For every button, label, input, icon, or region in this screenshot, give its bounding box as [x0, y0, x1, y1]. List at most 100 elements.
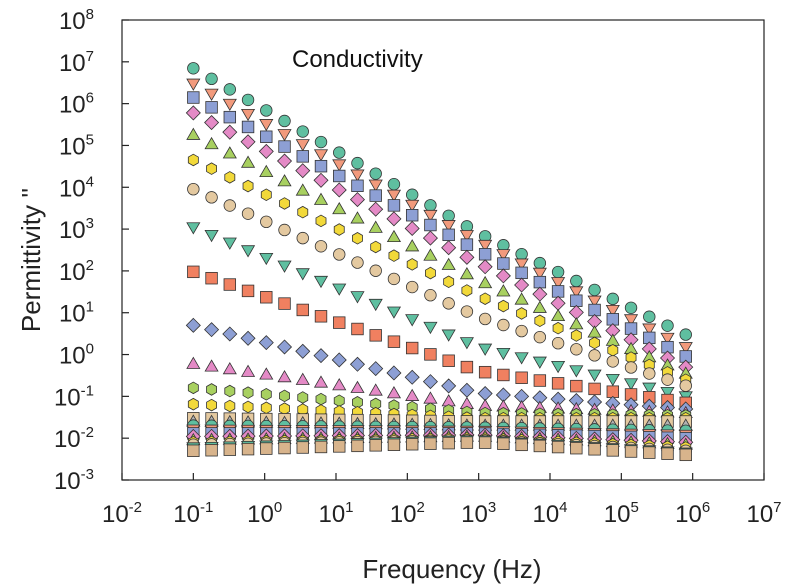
data-point-diamond [368, 201, 384, 217]
data-point-circle [606, 292, 620, 306]
data-point-circle [241, 93, 255, 107]
data-point-tri-up [277, 370, 292, 383]
data-point-circle [205, 191, 218, 204]
data-point-square [661, 447, 674, 460]
data-point-circle [661, 319, 674, 332]
x-tick-label: 104 [532, 499, 567, 528]
data-point-square [187, 444, 200, 457]
data-point-circle [296, 231, 309, 245]
data-point-tri-down [496, 348, 511, 361]
data-point-diamond [240, 330, 256, 346]
data-point-hexagon [370, 240, 382, 254]
data-point-diamond [349, 192, 365, 208]
data-point-tri-down [496, 249, 511, 262]
data-point-tri-up [295, 183, 310, 196]
data-point-diamond [404, 220, 420, 236]
data-point-tri-down [386, 306, 402, 319]
data-point-tri-up [478, 275, 493, 289]
data-point-hexagon [315, 392, 327, 406]
data-point-diamond [276, 153, 293, 169]
data-point-circle [351, 256, 364, 269]
data-point-circle [351, 156, 364, 170]
data-point-square [551, 377, 565, 390]
data-point-tri-up [222, 361, 237, 375]
data-point-square [205, 271, 218, 285]
data-point-diamond [258, 143, 274, 159]
data-point-square [551, 285, 565, 298]
data-point-diamond [422, 374, 438, 390]
data-point-hexagon [406, 258, 418, 271]
data-point-square [387, 335, 401, 348]
data-point-tri-up [186, 356, 201, 369]
data-point-hexagon [187, 381, 199, 395]
data-point-circle [533, 330, 547, 344]
data-point-hexagon [279, 389, 290, 403]
data-point-square [478, 248, 492, 261]
data-point-tri-down [459, 337, 474, 350]
data-point-square [187, 91, 200, 104]
data-point-tri-down [405, 314, 420, 327]
data-point-hexagon [242, 179, 254, 193]
data-point-square [424, 437, 437, 450]
data-point-tri-up [368, 383, 383, 396]
data-point-square [241, 120, 255, 134]
data-point-square [241, 284, 255, 298]
x-tick-label: 101 [318, 499, 353, 528]
data-point-tri-down [259, 252, 274, 266]
data-point-square [278, 297, 291, 310]
y-tick-label: 101 [59, 299, 94, 328]
x-tick-label: 107 [746, 499, 781, 528]
data-point-diamond [276, 339, 293, 355]
data-point-tri-down [605, 304, 620, 318]
data-point-tri-up [368, 220, 383, 233]
data-point-square [497, 437, 510, 450]
y-tick-label: 105 [59, 131, 94, 160]
data-point-square [533, 275, 547, 289]
data-point-tri-down [222, 98, 237, 112]
series-6 [187, 153, 692, 386]
data-point-square [314, 310, 328, 323]
data-point-hexagon [260, 188, 272, 202]
data-point-circle [478, 312, 492, 326]
data-point-circle [424, 199, 437, 212]
data-point-tri-down [313, 275, 329, 289]
data-point-square [387, 438, 401, 451]
data-point-diamond [368, 361, 384, 377]
data-point-circle [643, 310, 656, 323]
data-point-square [497, 257, 510, 270]
data-point-diamond [313, 348, 329, 364]
data-point-tri-up [240, 364, 256, 377]
data-point-tri-down [569, 286, 584, 299]
data-point-tri-up [259, 367, 274, 380]
y-tick-label: 103 [59, 215, 94, 244]
chart-annotation: Conductivity [292, 46, 423, 73]
data-point-tri-down [368, 179, 383, 192]
y-tick-label: 107 [59, 48, 94, 77]
data-point-hexagon [479, 292, 491, 305]
data-point-tri-up [459, 267, 474, 280]
series-2 [186, 78, 693, 355]
data-point-circle [460, 305, 474, 318]
data-point-circle [387, 272, 401, 286]
data-point-circle [624, 301, 638, 314]
data-point-tri-down [441, 220, 456, 233]
data-point-tri-up [423, 248, 438, 261]
data-point-circle [515, 247, 528, 261]
data-point-square [405, 209, 419, 222]
data-point-tri-down [660, 386, 675, 400]
data-point-tri-down [660, 332, 675, 346]
data-point-diamond [331, 182, 347, 198]
data-point-square [296, 150, 309, 163]
data-point-tri-down [623, 314, 639, 327]
data-point-diamond [204, 322, 220, 338]
data-point-tri-down [386, 189, 402, 202]
data-point-square [460, 238, 474, 251]
data-point-hexagon [224, 399, 236, 413]
data-point-hexagon [297, 205, 309, 219]
data-point-tri-up [386, 386, 402, 399]
data-point-square [460, 436, 474, 449]
x-tick-label: 100 [247, 499, 282, 528]
data-point-hexagon [206, 398, 217, 412]
data-point-tri-up [313, 375, 329, 388]
